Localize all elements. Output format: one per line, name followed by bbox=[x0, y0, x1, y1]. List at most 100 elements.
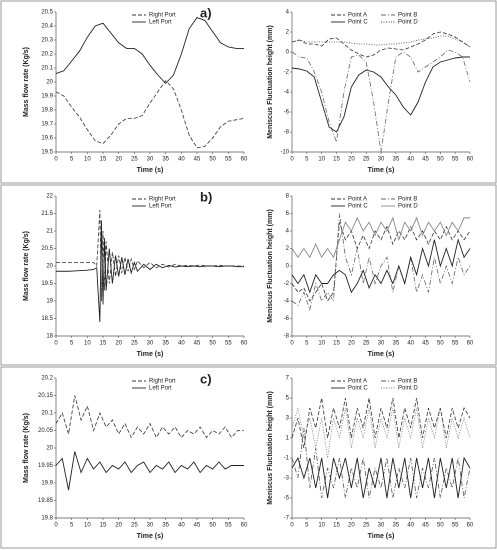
y-tick-label: 19.95 bbox=[38, 463, 54, 469]
x-tick-label: 0 bbox=[54, 157, 58, 163]
x-tick-label: 50 bbox=[209, 157, 216, 163]
y-tick-label: -10 bbox=[280, 150, 289, 156]
x-tick-label: 35 bbox=[162, 341, 169, 347]
x-tick-label: 20 bbox=[348, 523, 355, 529]
x-tick-label: 5 bbox=[70, 341, 74, 347]
x-axis-label: Time (s) bbox=[368, 351, 395, 358]
x-tick-label: 20 bbox=[115, 157, 122, 163]
y-tick-label: -4 bbox=[284, 90, 290, 96]
x-tick-label: 45 bbox=[194, 157, 201, 163]
y-tick-label: 0 bbox=[286, 50, 290, 56]
y-tick-label: 22 bbox=[46, 194, 53, 200]
y-tick-label: 19.5 bbox=[41, 281, 53, 287]
x-tick-label: 40 bbox=[407, 523, 414, 529]
x-tick-label: 55 bbox=[452, 523, 459, 529]
y-tick-label: -4 bbox=[284, 299, 290, 305]
series-line bbox=[56, 220, 244, 323]
y-tick-label: 20.4 bbox=[41, 24, 53, 30]
legend-label: Point B bbox=[398, 379, 417, 385]
legend-label: Point B bbox=[398, 197, 417, 203]
x-tick-label: 20 bbox=[348, 157, 355, 163]
x-axis-label: Time (s) bbox=[368, 533, 395, 540]
x-tick-label: 55 bbox=[452, 341, 459, 347]
legend-label: Point C bbox=[348, 20, 368, 26]
x-tick-label: 60 bbox=[241, 341, 248, 347]
x-tick-label: 40 bbox=[178, 157, 185, 163]
x-tick-label: 15 bbox=[100, 341, 107, 347]
series-line bbox=[291, 238, 471, 294]
chart: 18 18.5 19 19.5 20 20.5 21 21.5 22 0 5 10 15 20 25 30 35… bbox=[23, 189, 248, 357]
y-tick-label: 19.9 bbox=[41, 481, 53, 487]
y-tick-label: -7 bbox=[284, 516, 290, 522]
x-tick-label: 20 bbox=[348, 341, 355, 347]
y-tick-label: 0 bbox=[286, 264, 290, 270]
y-tick-label: 19.5 bbox=[41, 150, 53, 156]
x-tick-label: 30 bbox=[378, 157, 385, 163]
x-tick-label: 10 bbox=[318, 523, 325, 529]
x-tick-label: 50 bbox=[437, 157, 444, 163]
x-tick-label: 25 bbox=[363, 157, 370, 163]
series-line bbox=[55, 79, 245, 149]
x-tick-label: 5 bbox=[305, 523, 309, 529]
chart: 19.8 19.85 19.9 19.95 20 20.05 20.1 20.15 20.2 0 5… bbox=[23, 371, 248, 539]
x-tick-label: 45 bbox=[194, 341, 201, 347]
x-tick-label: 50 bbox=[209, 523, 216, 529]
x-tick-label: 35 bbox=[162, 157, 169, 163]
x-tick-label: 45 bbox=[422, 157, 429, 163]
series-line bbox=[291, 213, 471, 312]
x-tick-label: 10 bbox=[84, 157, 91, 163]
x-tick-label: 50 bbox=[209, 341, 216, 347]
y-tick-label: 21 bbox=[46, 229, 53, 235]
y-tick-label: 6 bbox=[286, 211, 290, 217]
legend-label: Left Port bbox=[149, 204, 172, 210]
y-tick-label: 1 bbox=[286, 436, 290, 442]
x-tick-label: 25 bbox=[131, 157, 138, 163]
panel-label: a) bbox=[200, 5, 212, 20]
x-tick-label: 30 bbox=[378, 341, 385, 347]
x-tick-label: 5 bbox=[70, 523, 74, 529]
y-tick-label: 19.8 bbox=[41, 108, 53, 114]
panel-frame bbox=[0, 184, 497, 366]
y-axis-label: Meniscus Fluctuation height (mm) bbox=[267, 209, 274, 323]
x-tick-label: 25 bbox=[363, 523, 370, 529]
legend-label: Point C bbox=[348, 386, 368, 392]
x-tick-label: 10 bbox=[84, 341, 91, 347]
x-tick-label: 60 bbox=[467, 523, 474, 529]
y-tick-label: 19.7 bbox=[41, 122, 53, 128]
x-axis-label: Time (s) bbox=[137, 167, 164, 174]
y-tick-label: -6 bbox=[284, 316, 290, 322]
x-tick-label: 50 bbox=[437, 523, 444, 529]
legend-label: Point C bbox=[348, 204, 368, 210]
y-tick-label: -8 bbox=[284, 334, 290, 340]
x-tick-label: 0 bbox=[290, 157, 294, 163]
y-tick-label: 19.85 bbox=[38, 498, 54, 504]
x-axis-label: Time (s) bbox=[137, 533, 164, 540]
y-axis-label: Mass flow rate (Kg/s) bbox=[23, 413, 30, 483]
x-tick-label: 0 bbox=[290, 523, 294, 529]
x-tick-label: 0 bbox=[54, 341, 58, 347]
x-tick-label: 40 bbox=[178, 341, 185, 347]
x-tick-label: 15 bbox=[333, 157, 340, 163]
y-tick-label: -6 bbox=[284, 110, 290, 116]
y-tick-label: 19.6 bbox=[41, 136, 53, 142]
series-line bbox=[55, 451, 244, 491]
y-tick-label: 4 bbox=[286, 229, 290, 235]
series-line bbox=[291, 427, 471, 499]
x-tick-label: 25 bbox=[131, 523, 138, 529]
series-line bbox=[55, 17, 244, 85]
x-tick-label: 5 bbox=[305, 157, 309, 163]
panel-label: b) bbox=[200, 189, 212, 204]
legend-label: Left Port bbox=[149, 386, 172, 392]
series-line bbox=[55, 395, 244, 439]
x-tick-label: 15 bbox=[333, 523, 340, 529]
legend-label: Point A bbox=[348, 197, 367, 203]
y-tick-label: 4 bbox=[286, 10, 290, 16]
legend-label: Point D bbox=[398, 204, 418, 210]
x-tick-label: 0 bbox=[290, 341, 294, 347]
x-tick-label: 30 bbox=[378, 523, 385, 529]
y-tick-label: 20.3 bbox=[41, 38, 53, 44]
x-tick-label: 5 bbox=[305, 341, 309, 347]
